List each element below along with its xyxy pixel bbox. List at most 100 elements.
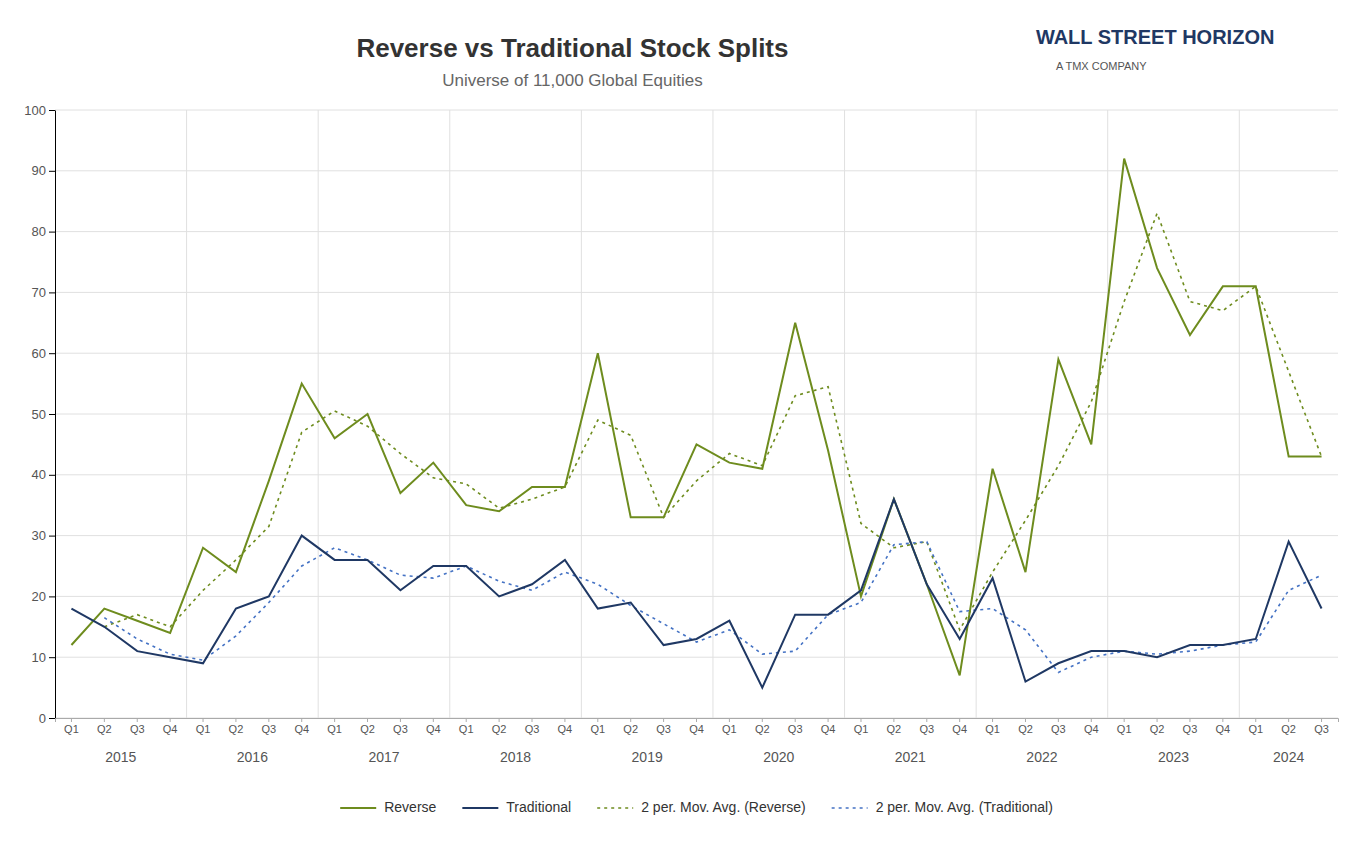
x-tick: Q1 [327,718,342,735]
x-tick-label: Q2 [1150,723,1165,735]
x-tick: Q4 [426,718,441,735]
x-tick: Q2 [887,718,902,735]
y-tick: 100 [24,103,55,118]
y-axis-line [55,111,56,719]
y-tick: 40 [32,467,55,482]
x-tick-label: Q3 [130,723,145,735]
x-tick-mark [104,718,105,722]
x-tick-label: Q2 [360,723,375,735]
y-tick-mark [49,475,55,476]
x-group-label: 2020 [763,749,794,765]
x-tick-mark [499,718,500,722]
legend-swatch [340,807,376,809]
x-tick: Q4 [294,718,309,735]
x-tick-mark [1255,718,1256,722]
x-tick-mark [235,718,236,722]
x-tick-label: Q4 [426,723,441,735]
x-tick: Q2 [623,718,638,735]
x-group-labels: 2015201620172018201920202021202220232024 [105,749,1304,765]
x-tick: Q3 [525,718,540,735]
x-tick-mark [532,718,533,722]
legend-label: 2 per. Mov. Avg. (Reverse) [641,799,805,815]
y-tick: 20 [32,589,55,604]
x-group-label: 2022 [1026,749,1057,765]
x-tick: Q3 [788,718,803,735]
x-tick-mark [1124,718,1125,722]
y-tick-mark [49,232,55,233]
title: Reverse vs Traditional Stock Splits [356,33,788,63]
grid-line [55,170,1338,171]
x-tick-mark [926,718,927,722]
y-tick-label: 40 [32,467,46,482]
group-separator [844,110,845,718]
x-tick-mark [630,718,631,722]
grid-line [55,292,1338,293]
x-tick: Q1 [722,718,737,735]
x-tick-mark [729,718,730,722]
x-tick-mark [203,718,204,722]
x-tick: Q3 [130,718,145,735]
group-separator [1239,110,1240,718]
y-tick-label: 20 [32,589,46,604]
x-tick-label: Q2 [623,723,638,735]
x-tick-label: Q2 [1281,723,1296,735]
legend-swatch [832,807,868,809]
x-tick-label: Q1 [590,723,605,735]
x-tick: Q2 [755,718,770,735]
x-tick-label: Q4 [821,723,836,735]
x-tick-label: Q1 [459,723,474,735]
x-tick: Q3 [919,718,934,735]
series-line [71,499,1321,687]
x-group-label: 2018 [500,749,531,765]
y-tick: 80 [32,224,55,239]
legend-item: Reverse [340,799,436,815]
x-tick-mark [1222,718,1223,722]
grid-line [55,110,1338,111]
x-tick-label: Q3 [1314,723,1329,735]
x-tick-mark [564,718,565,722]
x-group-label: 2024 [1273,749,1304,765]
x-group-label: 2016 [237,749,268,765]
x-tick-label: Q1 [327,723,342,735]
x-tick: Q3 [1314,718,1329,735]
legend-label: Traditional [506,799,571,815]
grid-line [55,657,1338,658]
x-tick-mark [137,718,138,722]
chart: Reverse vs Traditional Stock SplitsUnive… [0,0,1363,843]
x-tick: Q2 [97,718,112,735]
x-tick: Q1 [459,718,474,735]
logo-subtext: A TMX COMPANY [1056,60,1147,72]
x-tick-label: Q4 [689,723,704,735]
x-tick-label: Q3 [1051,723,1066,735]
x-tick-mark [170,718,171,722]
x-tick-label: Q1 [1248,723,1263,735]
x-tick-mark [1157,718,1158,722]
y-tick-label: 0 [39,711,46,726]
x-tick: Q4 [689,718,704,735]
x-tick: Q1 [1248,718,1263,735]
x-tick-mark [1321,718,1322,722]
y-tick-mark [49,536,55,537]
x-group-label: 2015 [105,749,136,765]
x-tick-label: Q1 [196,723,211,735]
x-tick-label: Q3 [261,723,276,735]
x-tick-mark [268,718,269,722]
x-tick: Q2 [229,718,244,735]
x-tick: Q4 [163,718,178,735]
x-tick-label: Q2 [492,723,507,735]
y-tick-label: 30 [32,528,46,543]
x-tick-label: Q1 [1117,723,1132,735]
x-tick-label: Q3 [656,723,671,735]
x-tick-mark [367,718,368,722]
y-axis: 0102030405060708090100 [24,103,55,726]
x-tick: Q3 [1183,718,1198,735]
x-tick-label: Q3 [525,723,540,735]
x-tick-mark [696,718,697,722]
x-tick-mark [1288,718,1289,722]
x-tick-label: Q4 [1216,723,1231,735]
group-separators [187,110,1240,718]
x-tick: Q2 [1018,718,1033,735]
series-lines [71,159,1321,688]
grid-line [55,474,1338,475]
x-tick: Q4 [1084,718,1099,735]
